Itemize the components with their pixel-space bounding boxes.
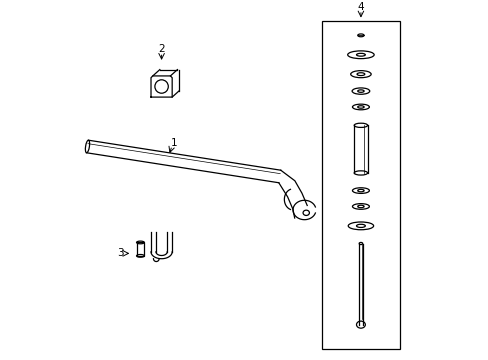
Text: 4: 4 <box>357 2 364 12</box>
Text: 2: 2 <box>158 45 164 54</box>
Bar <box>322 21 399 349</box>
Text: 3: 3 <box>117 248 123 258</box>
Text: 1: 1 <box>170 138 177 148</box>
Bar <box>136 242 144 256</box>
